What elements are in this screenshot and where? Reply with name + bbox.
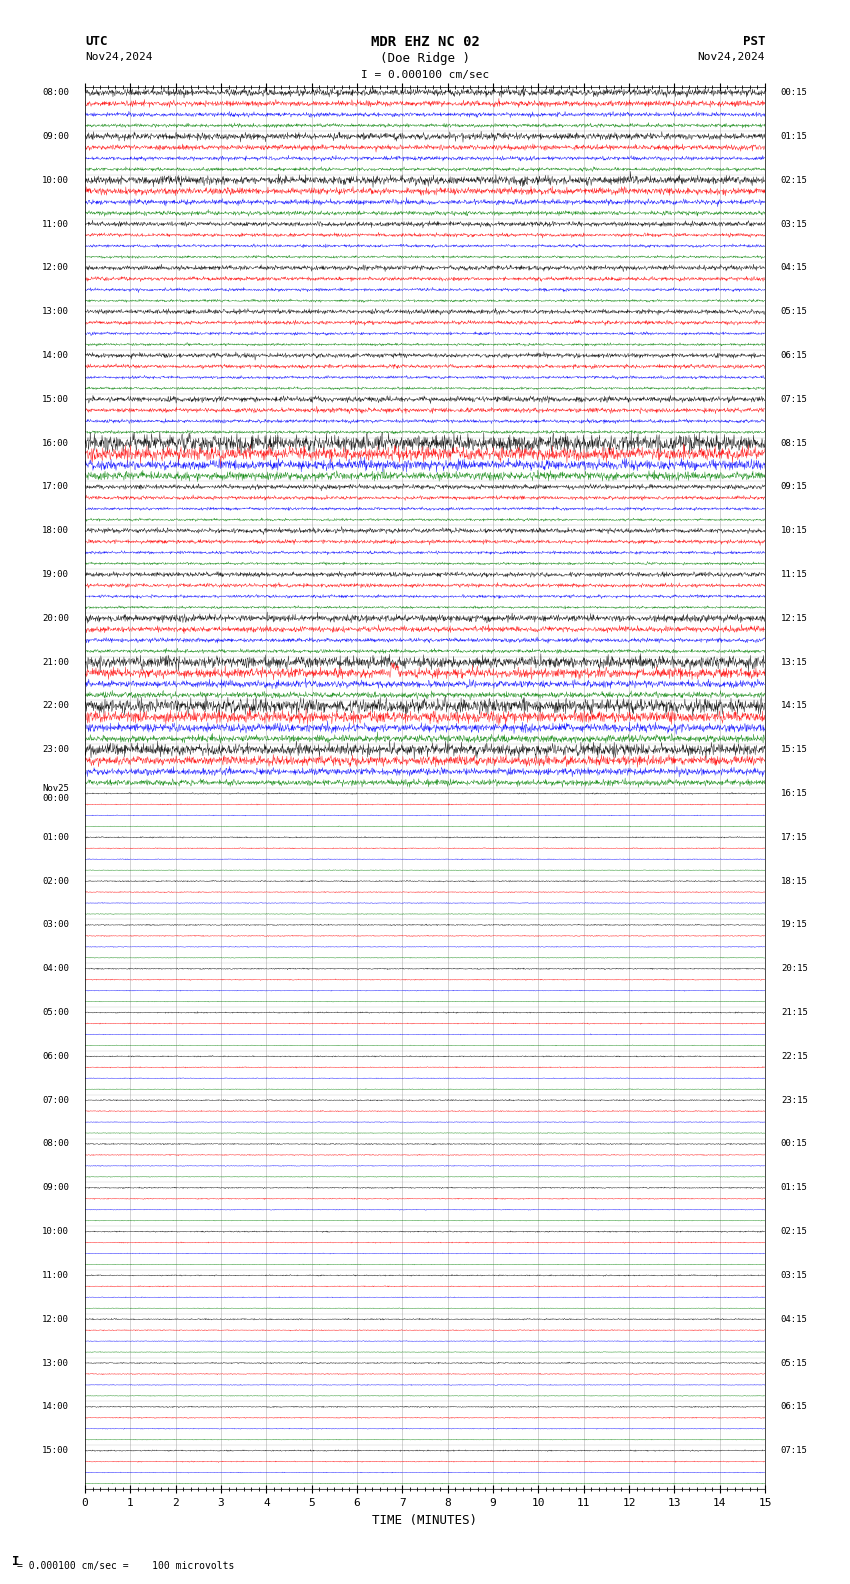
- Text: 19:15: 19:15: [781, 920, 807, 930]
- Text: 15:15: 15:15: [781, 744, 807, 754]
- Text: 23:15: 23:15: [781, 1096, 807, 1104]
- Text: 22:15: 22:15: [781, 1052, 807, 1061]
- Text: 02:00: 02:00: [42, 876, 69, 885]
- Text: 07:15: 07:15: [781, 1446, 807, 1456]
- Text: 18:15: 18:15: [781, 876, 807, 885]
- Text: 23:00: 23:00: [42, 744, 69, 754]
- Text: 03:15: 03:15: [781, 1270, 807, 1280]
- Text: 10:15: 10:15: [781, 526, 807, 535]
- Text: 18:00: 18:00: [42, 526, 69, 535]
- Text: 03:15: 03:15: [781, 220, 807, 228]
- Text: 21:15: 21:15: [781, 1007, 807, 1017]
- Text: I: I: [12, 1555, 19, 1568]
- Text: 06:00: 06:00: [42, 1052, 69, 1061]
- Text: 19:00: 19:00: [42, 570, 69, 580]
- Text: 17:15: 17:15: [781, 833, 807, 841]
- Text: 20:15: 20:15: [781, 965, 807, 973]
- Text: 12:15: 12:15: [781, 613, 807, 623]
- Text: 01:15: 01:15: [781, 131, 807, 141]
- Text: 13:15: 13:15: [781, 657, 807, 667]
- Text: Nov24,2024: Nov24,2024: [85, 52, 152, 62]
- Text: 13:00: 13:00: [42, 1359, 69, 1367]
- Text: 09:15: 09:15: [781, 483, 807, 491]
- Text: 05:00: 05:00: [42, 1007, 69, 1017]
- Text: 22:00: 22:00: [42, 702, 69, 710]
- Text: 04:15: 04:15: [781, 263, 807, 272]
- Text: = 0.000100 cm/sec =    100 microvolts: = 0.000100 cm/sec = 100 microvolts: [17, 1562, 235, 1571]
- Text: 04:15: 04:15: [781, 1315, 807, 1324]
- Text: Nov25
00:00: Nov25 00:00: [42, 784, 69, 803]
- Text: 14:00: 14:00: [42, 1402, 69, 1411]
- Text: Nov24,2024: Nov24,2024: [698, 52, 765, 62]
- Text: 07:00: 07:00: [42, 1096, 69, 1104]
- Text: 00:15: 00:15: [781, 1139, 807, 1148]
- Text: 02:15: 02:15: [781, 1228, 807, 1236]
- Text: 14:15: 14:15: [781, 702, 807, 710]
- Text: 08:00: 08:00: [42, 89, 69, 97]
- Text: 05:15: 05:15: [781, 1359, 807, 1367]
- Text: 12:00: 12:00: [42, 1315, 69, 1324]
- Text: PST: PST: [743, 35, 765, 48]
- Text: 11:15: 11:15: [781, 570, 807, 580]
- Text: 04:00: 04:00: [42, 965, 69, 973]
- Text: 08:00: 08:00: [42, 1139, 69, 1148]
- Text: 14:00: 14:00: [42, 352, 69, 360]
- Text: UTC: UTC: [85, 35, 107, 48]
- X-axis label: TIME (MINUTES): TIME (MINUTES): [372, 1514, 478, 1527]
- Text: 12:00: 12:00: [42, 263, 69, 272]
- Text: 09:00: 09:00: [42, 131, 69, 141]
- Text: 10:00: 10:00: [42, 1228, 69, 1236]
- Text: (Doe Ridge ): (Doe Ridge ): [380, 52, 470, 65]
- Text: MDR EHZ NC 02: MDR EHZ NC 02: [371, 35, 479, 49]
- Text: 01:15: 01:15: [781, 1183, 807, 1193]
- Text: I = 0.000100 cm/sec: I = 0.000100 cm/sec: [361, 70, 489, 79]
- Text: 15:00: 15:00: [42, 1446, 69, 1456]
- Text: 11:00: 11:00: [42, 220, 69, 228]
- Text: 20:00: 20:00: [42, 613, 69, 623]
- Text: 08:15: 08:15: [781, 439, 807, 448]
- Text: 05:15: 05:15: [781, 307, 807, 317]
- Text: 06:15: 06:15: [781, 352, 807, 360]
- Text: 02:15: 02:15: [781, 176, 807, 185]
- Text: 15:00: 15:00: [42, 394, 69, 404]
- Text: 17:00: 17:00: [42, 483, 69, 491]
- Text: 09:00: 09:00: [42, 1183, 69, 1193]
- Text: 03:00: 03:00: [42, 920, 69, 930]
- Text: 13:00: 13:00: [42, 307, 69, 317]
- Text: 11:00: 11:00: [42, 1270, 69, 1280]
- Text: 01:00: 01:00: [42, 833, 69, 841]
- Text: 16:15: 16:15: [781, 789, 807, 798]
- Text: 16:00: 16:00: [42, 439, 69, 448]
- Text: 07:15: 07:15: [781, 394, 807, 404]
- Text: 00:15: 00:15: [781, 89, 807, 97]
- Text: 10:00: 10:00: [42, 176, 69, 185]
- Text: 06:15: 06:15: [781, 1402, 807, 1411]
- Text: 21:00: 21:00: [42, 657, 69, 667]
